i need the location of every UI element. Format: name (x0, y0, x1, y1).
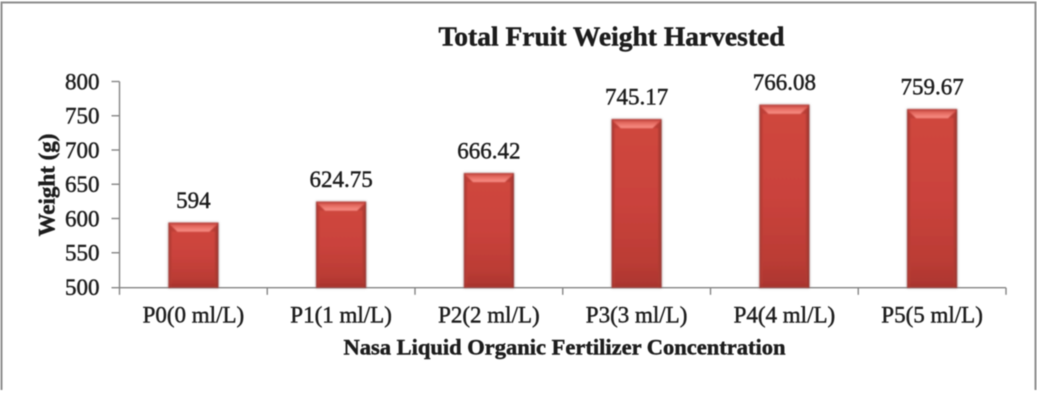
svg-text:P0(0 ml/L): P0(0 ml/L) (143, 302, 245, 327)
svg-text:600: 600 (65, 206, 100, 231)
svg-text:P3(3 ml/L): P3(3 ml/L) (586, 302, 688, 327)
svg-text:594: 594 (176, 188, 211, 213)
svg-text:Nasa Liquid Organic Fertilizer: Nasa Liquid Organic Fertilizer Concentra… (343, 335, 786, 360)
svg-text:550: 550 (65, 241, 100, 266)
svg-text:P5(5 ml/L): P5(5 ml/L) (881, 302, 983, 327)
svg-text:P1(1 ml/L): P1(1 ml/L) (290, 302, 392, 327)
svg-text:624.75: 624.75 (309, 167, 372, 192)
svg-text:Weight (g): Weight (g) (35, 134, 60, 237)
svg-text:759.67: 759.67 (900, 75, 963, 100)
svg-text:P2(2 ml/L): P2(2 ml/L) (438, 302, 540, 327)
svg-text:766.08: 766.08 (753, 70, 816, 95)
svg-text:700: 700 (65, 138, 100, 163)
svg-text:Total Fruit Weight Harvested: Total Fruit Weight Harvested (438, 21, 784, 52)
svg-text:800: 800 (65, 69, 100, 94)
svg-text:750: 750 (65, 104, 100, 129)
svg-text:650: 650 (65, 172, 100, 197)
svg-text:500: 500 (65, 275, 100, 300)
svg-text:P4(4 ml/L): P4(4 ml/L) (734, 302, 836, 327)
svg-text:745.17: 745.17 (605, 85, 668, 110)
svg-text:666.42: 666.42 (457, 139, 520, 164)
